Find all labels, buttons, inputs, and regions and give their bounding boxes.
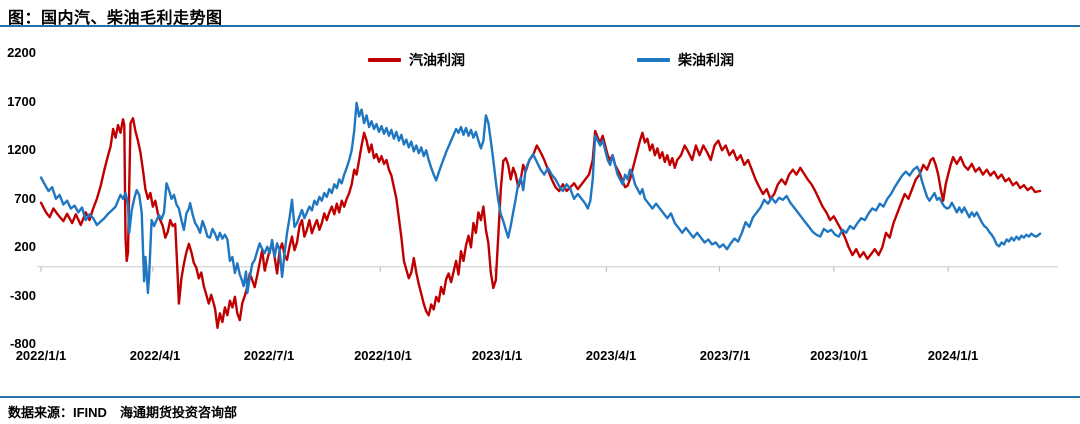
diesel-line-swatch-icon: [637, 58, 670, 62]
y-axis-tick-label: -800: [9, 336, 36, 351]
x-axis-tick-label: 2023/10/1: [810, 348, 868, 363]
y-axis-tick-label: 2200: [7, 45, 36, 60]
footer-divider-line: [0, 396, 1080, 398]
legend-label-diesel: 柴油利润: [678, 52, 734, 68]
y-axis-tick-label: -300: [9, 288, 36, 303]
page-title: 图：国内汽、柴油毛利走势图: [8, 10, 223, 27]
x-axis-tick-label: 2022/4/1: [129, 348, 181, 363]
y-axis-tick-label: 200: [14, 239, 36, 254]
x-axis-tick-label: 2024/1/1: [927, 348, 979, 363]
x-axis-tick-label: 2023/4/1: [585, 348, 637, 363]
x-axis-tick-label: 2022/7/1: [243, 348, 295, 363]
series-line-diesel: [39, 101, 1042, 295]
x-axis-tick-label: 2023/1/1: [471, 348, 523, 363]
gasoline-line-swatch-icon: [368, 58, 401, 62]
legend-item-diesel: 柴油利润: [637, 50, 734, 70]
x-axis-tick-label: 2022/1/1: [15, 348, 67, 363]
data-source-note: 数据来源：IFIND 海通期货投资咨询部: [8, 405, 237, 420]
legend-item-gasoline: 汽油利润: [368, 50, 465, 70]
x-axis-tick-label: 2022/10/1: [354, 348, 412, 363]
title-divider-line: [0, 25, 1080, 27]
y-axis-tick-label: 1700: [7, 94, 36, 109]
y-axis-tick-label: 1200: [7, 142, 36, 157]
y-axis-tick-label: 700: [14, 191, 36, 206]
series-line-gasoline: [39, 117, 1042, 329]
x-axis-tick-label: 2023/7/1: [699, 348, 751, 363]
legend-label-gasoline: 汽油利润: [409, 52, 465, 68]
